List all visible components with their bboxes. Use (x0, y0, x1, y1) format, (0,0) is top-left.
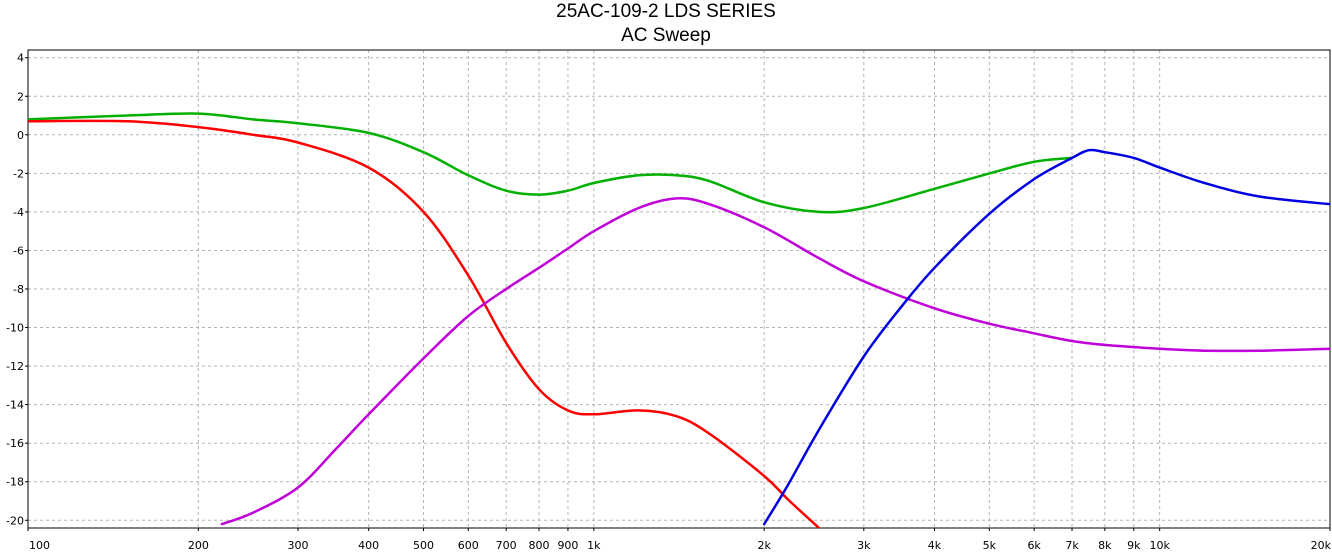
y-tick-label: -20 (6, 514, 24, 527)
x-tick-label: 7k (1065, 539, 1079, 552)
x-tick-label: 5k (983, 539, 997, 552)
y-tick-label: 2 (17, 90, 24, 103)
x-tick-label: 10k (1149, 539, 1170, 552)
x-tick-label: 400 (358, 539, 379, 552)
x-tick-label: 1k (587, 539, 601, 552)
grid (28, 50, 1330, 528)
x-tick-label: 9k (1127, 539, 1141, 552)
y-tick-label: -14 (6, 399, 24, 412)
series-line-3 (220, 197, 1330, 526)
x-tick-label: 2k (757, 539, 771, 552)
x-tick-label: 300 (287, 539, 308, 552)
y-tick-label: 4 (17, 52, 24, 65)
y-tick-label: -6 (13, 244, 24, 257)
y-tick-labels: 4 2 0 -2 -4 -6 -8 -10 -12 -14 -16 -18 -20 (6, 52, 24, 528)
series-line-4 (762, 148, 1330, 526)
y-tick-label: -16 (6, 437, 24, 450)
x-tick-label: 3k (857, 539, 871, 552)
axes (25, 49, 1331, 531)
chart-title: 25AC-109-2 LDS SERIES (556, 1, 776, 22)
series-lines (28, 112, 1330, 528)
y-tick-label: -8 (13, 283, 24, 296)
y-tick-label: -12 (6, 360, 24, 373)
y-tick-label: -18 (6, 476, 24, 489)
chart-subtitle: AC Sweep (621, 25, 711, 46)
x-tick-label: 100 (29, 539, 50, 552)
series-line-1 (28, 112, 1074, 214)
y-tick-label: 0 (17, 129, 24, 142)
y-tick-label: -10 (6, 322, 24, 335)
x-tick-label: 700 (496, 539, 517, 552)
x-tick-label: 6k (1027, 539, 1041, 552)
x-tick-labels: 100 200 300 400 500 600 700 800 900 1k 2k 3k 4k 5k 6k 7… (29, 539, 1332, 552)
x-tick-label: 20k (1311, 539, 1332, 552)
y-tick-label: -2 (13, 167, 24, 180)
x-tick-label: 600 (458, 539, 479, 552)
x-tick-label: 800 (528, 539, 549, 552)
series-line-2 (28, 119, 821, 528)
x-tick-label: 500 (413, 539, 434, 552)
y-tick-label: -4 (13, 206, 24, 219)
x-tick-label: 8k (1098, 539, 1112, 552)
plot-frame (27, 49, 1331, 529)
x-tick-label: 4k (928, 539, 942, 552)
x-tick-label: 900 (557, 539, 578, 552)
x-tick-label: 200 (188, 539, 209, 552)
